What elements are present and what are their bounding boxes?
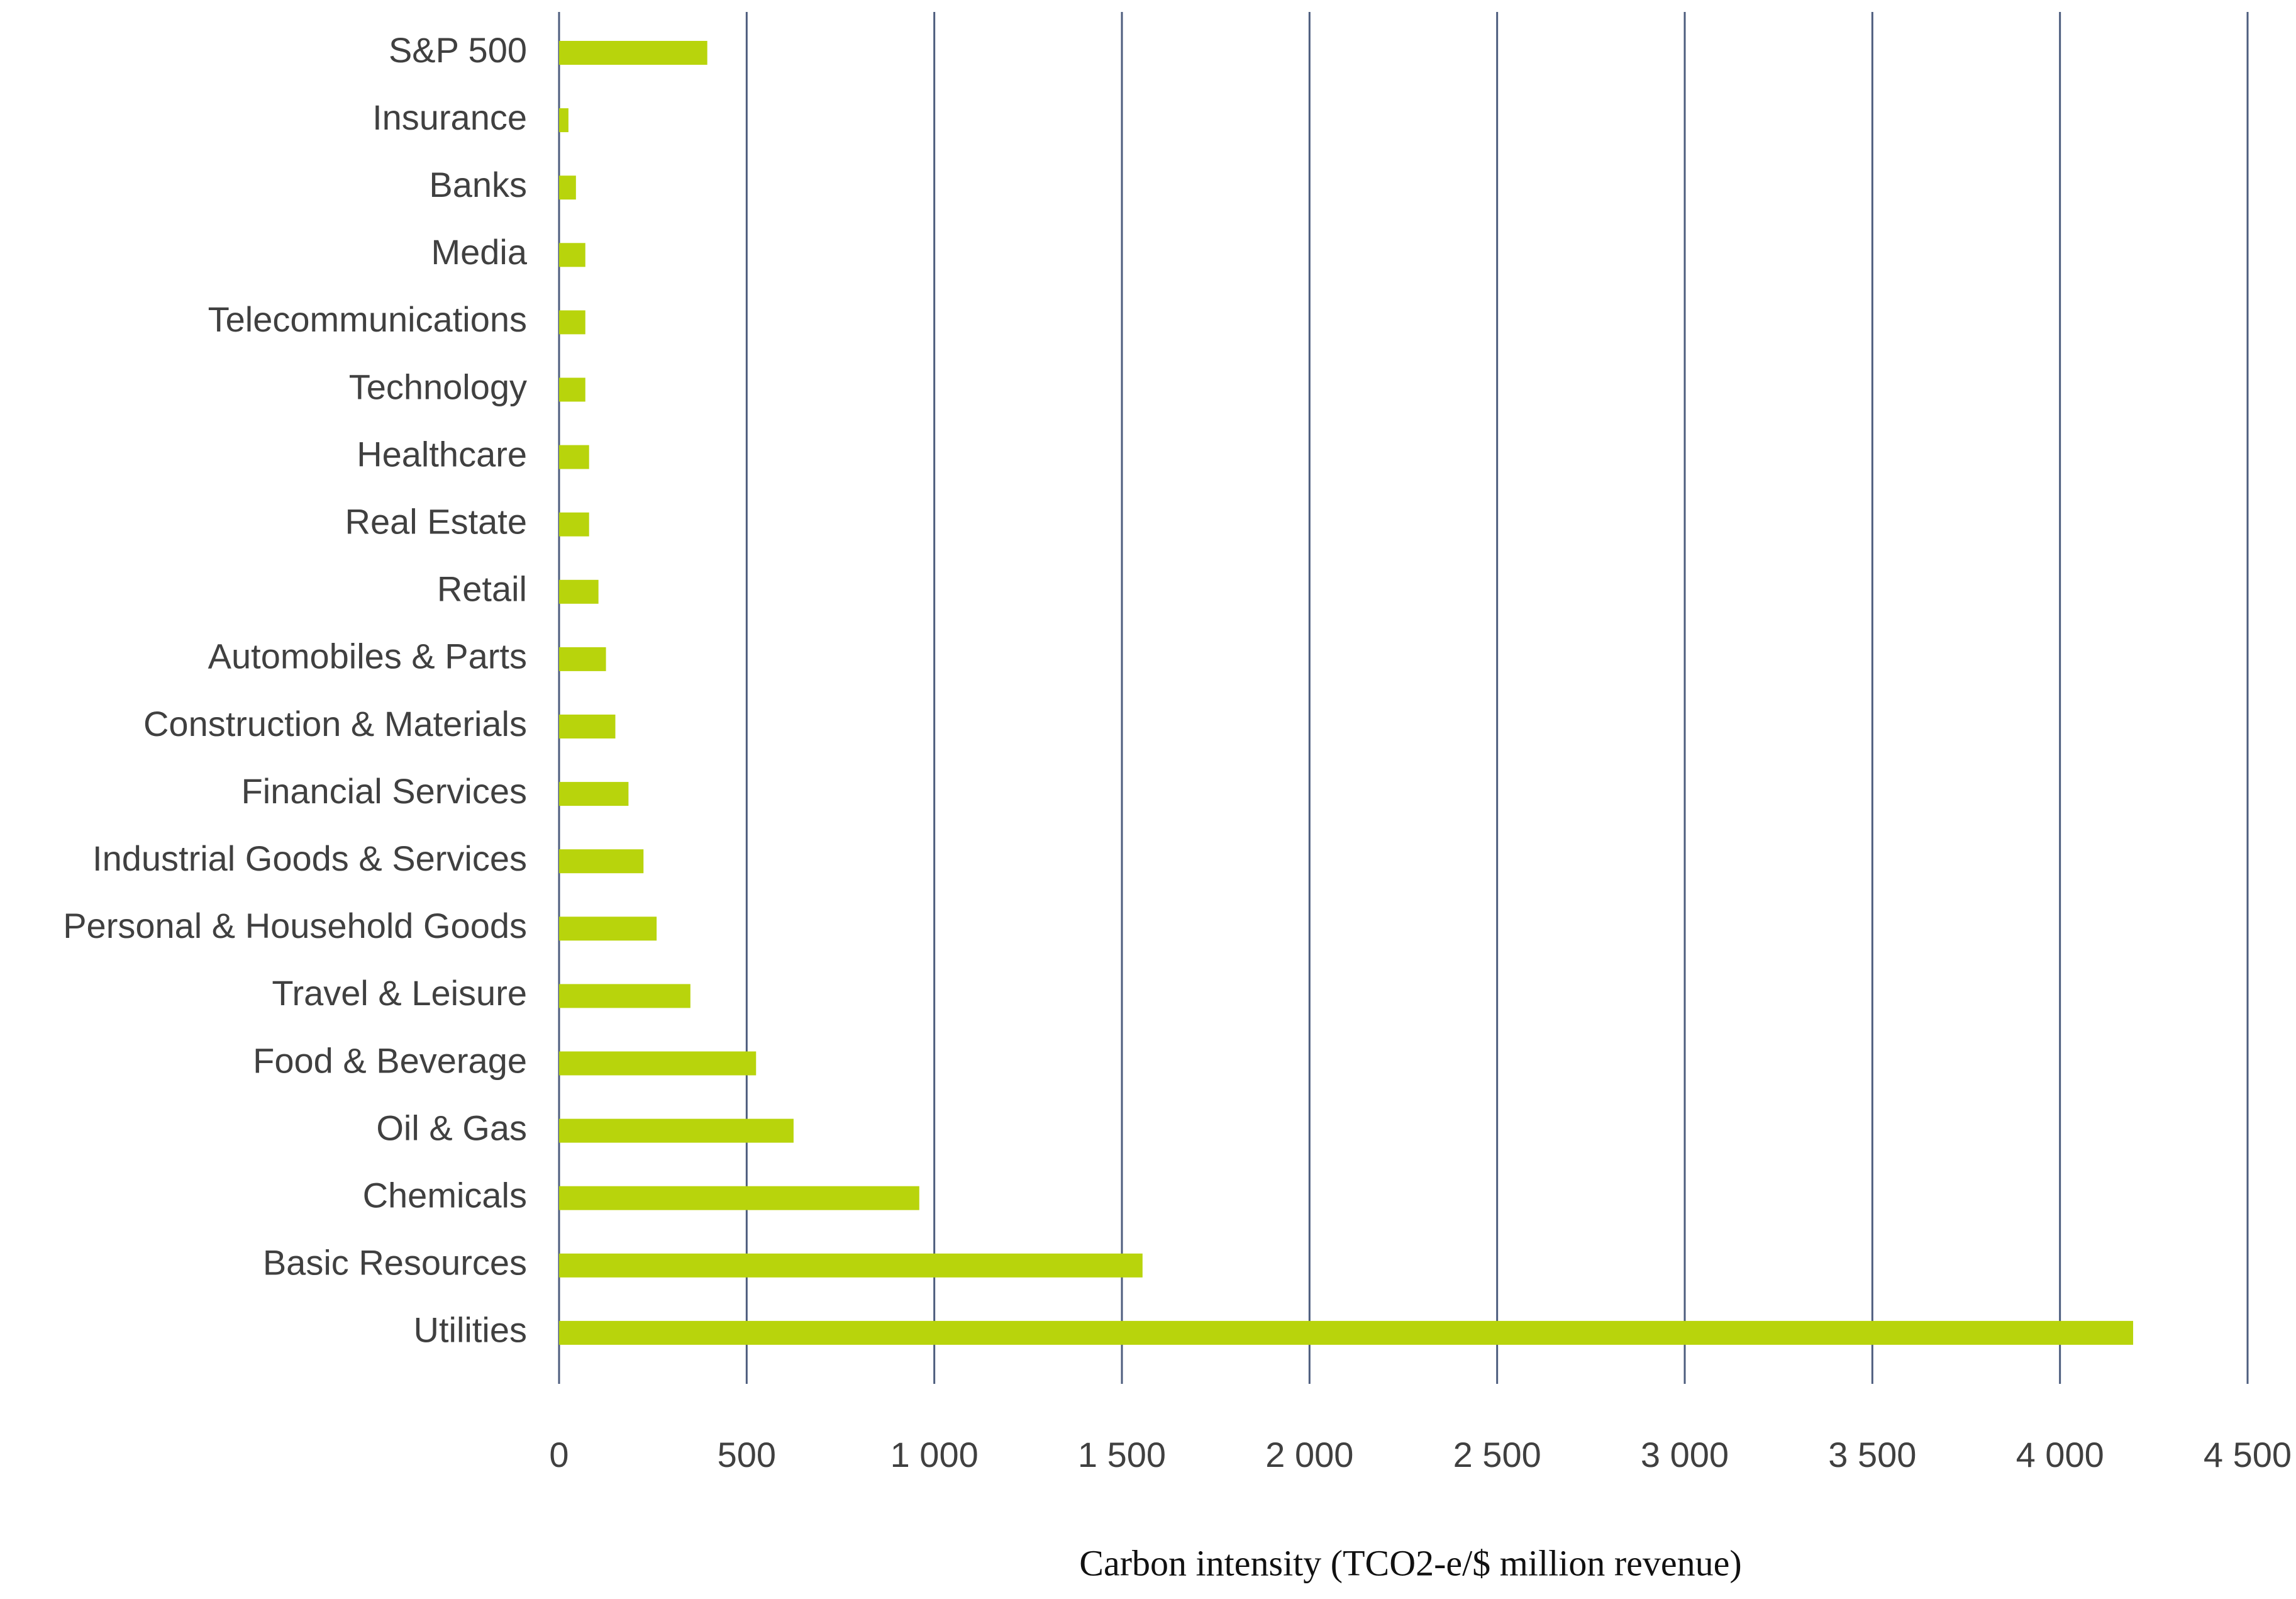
bar [559,579,599,604]
bar [559,916,657,941]
bar [559,715,616,738]
bar [559,243,585,267]
x-tick-label: 1 000 [890,1435,979,1474]
x-tick-label: 3 000 [1641,1435,1729,1474]
y-tick-label: Technology [349,367,527,406]
x-tick-label: 4 500 [2204,1435,2292,1474]
bar [559,512,589,537]
x-tick-label: 2 000 [1265,1435,1353,1474]
y-tick-label: Real Estate [345,501,528,541]
y-tick-label: Retail [437,569,527,609]
y-tick-label: Food & Beverage [253,1040,527,1080]
bar [559,1186,919,1210]
y-tick-label: Chemicals [363,1175,527,1215]
y-tick-label: Healthcare [357,434,527,474]
y-tick-label: Construction & Materials [143,704,527,744]
bar [559,647,606,671]
bar [559,310,585,335]
x-tick-label: 4 000 [2016,1435,2104,1474]
x-axis-title: Carbon intensity (TCO2-e/$ million reven… [1079,1542,1741,1583]
bar [559,1118,794,1143]
y-tick-label: Utilities [414,1310,527,1350]
x-tick-label: 500 [718,1435,776,1474]
y-tick-label: Travel & Leisure [272,973,527,1013]
y-tick-label: Telecommunications [208,299,527,339]
bar [559,1253,1143,1278]
y-tick-label: Automobiles & Parts [208,637,527,676]
bar [559,41,707,65]
bar [559,849,644,874]
y-tick-label: Financial Services [241,771,527,811]
bar [559,1320,2134,1345]
x-tick-label: 1 500 [1078,1435,1166,1474]
bar [559,984,690,1008]
y-tick-label: Industrial Goods & Services [92,838,527,878]
y-tick-label: Banks [429,165,527,204]
bar [559,108,568,133]
bar [559,1051,757,1076]
x-tick-label: 2 500 [1453,1435,1541,1474]
y-tick-label: Media [431,232,527,272]
y-tick-label: S&P 500 [389,30,527,70]
y-tick-label: Oil & Gas [376,1108,527,1147]
bar [559,176,576,200]
bar [559,377,585,402]
y-tick-label: Basic Resources [263,1243,527,1283]
bar [559,782,629,806]
bar [559,445,589,469]
x-tick-label: 0 [549,1435,568,1474]
y-tick-label: Insurance [372,98,527,137]
x-tick-label: 3 500 [1828,1435,1916,1474]
y-tick-label: Personal & Household Goods [63,906,527,945]
